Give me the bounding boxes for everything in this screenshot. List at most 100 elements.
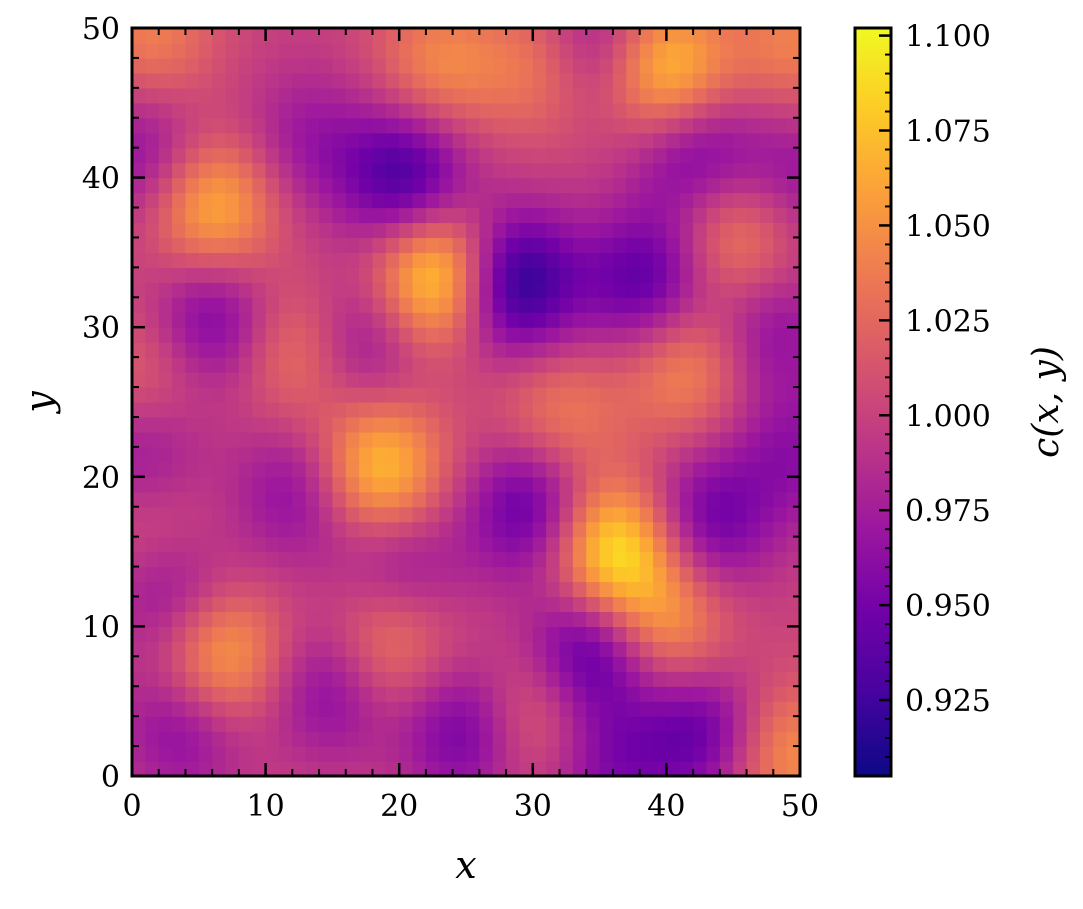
heatmap-cell <box>372 237 387 253</box>
heatmap-cell <box>172 506 187 523</box>
heatmap-cell <box>425 461 440 478</box>
heatmap-cell <box>773 132 788 149</box>
heatmap-cell <box>238 222 253 239</box>
heatmap-cell <box>425 716 440 732</box>
heatmap-cell <box>399 476 414 493</box>
heatmap-cell <box>733 461 748 478</box>
heatmap-cell <box>519 387 534 403</box>
heatmap-cell <box>759 282 774 298</box>
heatmap-cell <box>292 297 307 313</box>
heatmap-cell <box>425 431 440 448</box>
heatmap-cell <box>452 581 467 598</box>
heatmap-cell <box>145 42 160 59</box>
heatmap-cell <box>225 237 240 253</box>
heatmap-cell <box>599 686 614 702</box>
heatmap-cell <box>305 491 320 508</box>
heatmap-cell <box>332 476 347 493</box>
heatmap-cell <box>412 297 427 313</box>
heatmap-cell <box>693 342 708 358</box>
heatmap-cell <box>265 267 280 283</box>
heatmap-cell <box>425 267 440 283</box>
heatmap-cell <box>345 641 360 657</box>
heatmap-cell <box>546 491 561 508</box>
heatmap-cell <box>479 177 494 194</box>
heatmap-cell <box>185 746 200 762</box>
heatmap-cell <box>359 716 374 732</box>
heatmap-cell <box>653 551 667 568</box>
heatmap-cell <box>278 701 293 717</box>
heatmap-cell <box>759 342 774 358</box>
heatmap-cell <box>238 28 253 44</box>
heatmap-cell <box>412 42 427 59</box>
heatmap-cell <box>305 117 320 134</box>
heatmap-cell <box>612 237 627 253</box>
heatmap-cell <box>172 177 187 194</box>
heatmap-cell <box>265 521 280 538</box>
heatmap-cell <box>332 162 347 179</box>
heatmap-cell <box>212 72 227 89</box>
heatmap-cell <box>693 177 708 194</box>
heatmap-cell <box>225 102 240 119</box>
heatmap-cell <box>639 222 654 239</box>
heatmap-cell <box>292 521 307 538</box>
heatmap-cell <box>653 731 667 747</box>
heatmap-cell <box>452 132 467 149</box>
heatmap-cell <box>359 357 374 373</box>
heatmap-cell <box>238 596 253 613</box>
heatmap-cell <box>506 117 521 134</box>
heatmap-cell <box>332 761 347 777</box>
heatmap-cell <box>278 521 293 538</box>
heatmap-cell <box>425 297 440 313</box>
heatmap-cell <box>132 566 146 583</box>
heatmap-cell <box>452 252 467 268</box>
heatmap-cell <box>359 731 374 747</box>
heatmap-cell <box>198 267 213 283</box>
heatmap-cell <box>653 506 667 523</box>
heatmap-cell <box>145 746 160 762</box>
heatmap-cell <box>238 581 253 598</box>
heatmap-cell <box>172 626 187 642</box>
heatmap-cell <box>265 297 280 313</box>
heatmap-cell <box>145 192 160 209</box>
heatmap-cell <box>185 641 200 657</box>
heatmap-cell <box>759 476 774 493</box>
heatmap-cell <box>305 282 320 298</box>
heatmap-cell <box>559 28 574 44</box>
heatmap-cell <box>706 237 721 253</box>
heatmap-cell <box>559 626 574 642</box>
heatmap-cell <box>278 312 293 328</box>
heatmap-cell <box>225 282 240 298</box>
heatmap-cell <box>586 506 601 523</box>
heatmap-cell <box>238 372 253 388</box>
heatmap-cell <box>586 551 601 568</box>
heatmap-cell <box>586 252 601 268</box>
heatmap-cell <box>786 267 801 283</box>
heatmap-cell <box>773 731 788 747</box>
heatmap-cell <box>212 402 227 418</box>
heatmap-cell <box>559 342 574 358</box>
heatmap-cell <box>719 701 734 717</box>
heatmap-cell <box>546 282 561 298</box>
heatmap-cell <box>412 476 427 493</box>
heatmap-cell <box>719 761 734 777</box>
heatmap-cell <box>185 431 200 448</box>
heatmap-cell <box>185 42 200 59</box>
heatmap-cell <box>158 671 173 687</box>
heatmap-cell <box>546 731 561 747</box>
heatmap-cell <box>466 327 480 343</box>
heatmap-cell <box>746 342 761 358</box>
heatmap-cell <box>626 42 641 59</box>
heatmap-cell <box>439 521 454 538</box>
heatmap-cell <box>546 312 561 328</box>
heatmap-cell <box>345 656 360 672</box>
heatmap-cell <box>439 476 454 493</box>
heatmap-cell <box>265 476 280 493</box>
heatmap-cell <box>372 132 387 149</box>
heatmap-cell <box>265 28 280 44</box>
heatmap-cell <box>759 731 774 747</box>
heatmap-cell <box>292 162 307 179</box>
heatmap-cell <box>653 656 667 672</box>
heatmap-cell <box>706 461 721 478</box>
heatmap-cell <box>145 686 160 702</box>
heatmap-cell <box>305 746 320 762</box>
